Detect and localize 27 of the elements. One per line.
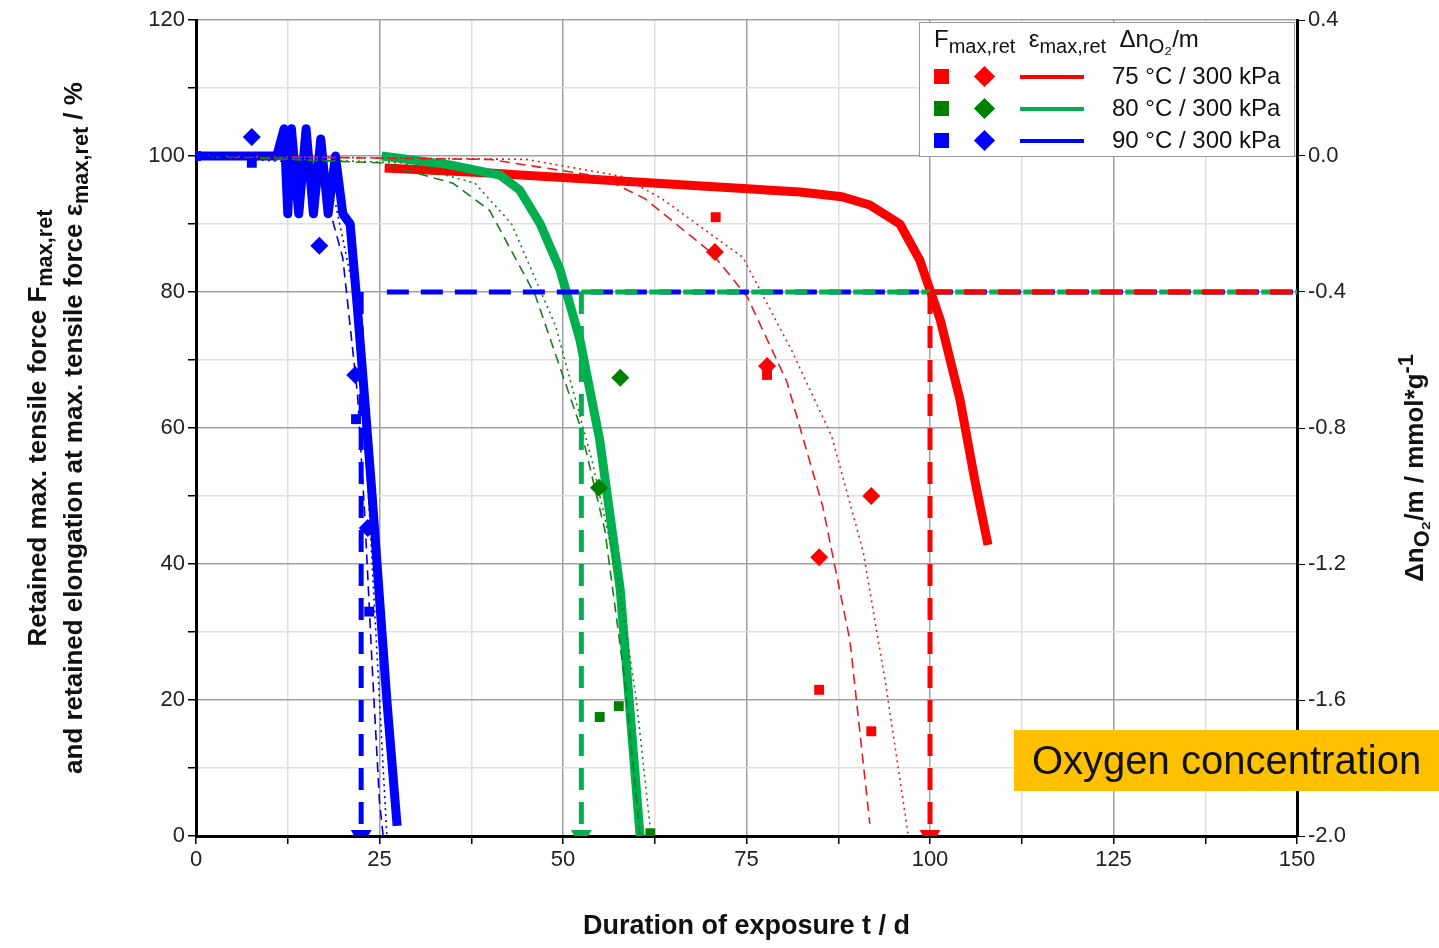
y-tick-label: 120 xyxy=(148,6,185,32)
x-tick-label: 150 xyxy=(1278,846,1316,872)
y-tick-label: 80 xyxy=(160,278,185,304)
y-tick-label: 100 xyxy=(148,142,185,168)
x-axis-title: Duration of exposure t / d xyxy=(583,910,911,941)
legend-label: 90 °C / 300 kPa xyxy=(1111,124,1282,155)
annotation: Oxygen concentration xyxy=(1014,730,1439,791)
y2-tick-label: -0.4 xyxy=(1308,278,1346,304)
y2-tick-label: 0.0 xyxy=(1308,142,1339,168)
x-tick-label: 125 xyxy=(1095,846,1132,872)
y-tick-label: 40 xyxy=(160,550,185,576)
y2-tick-label: -1.6 xyxy=(1308,686,1346,712)
legend-title: F$_{max,ret}$ ε$_{max,ret}$ Δn$_{O₂}$/m xyxy=(933,24,1200,59)
y-tick-label: 20 xyxy=(160,686,185,712)
y2-tick-label: -2.0 xyxy=(1308,822,1346,848)
y2-tick-label: 0.4 xyxy=(1308,6,1339,32)
legend-label: 80 °C / 300 kPa xyxy=(1111,92,1282,123)
y-tick-label: 60 xyxy=(160,414,185,440)
x-tick-label: 25 xyxy=(367,846,392,872)
x-tick-label: 100 xyxy=(911,846,949,872)
x-tick-label: 75 xyxy=(734,846,759,872)
y-tick-label: 0 xyxy=(172,822,185,848)
y2-tick-label: -0.8 xyxy=(1308,414,1346,440)
x-tick-label: 0 xyxy=(189,846,203,872)
legend-label: 75 °C / 300 kPa xyxy=(1111,60,1282,91)
y2-tick-label: -1.2 xyxy=(1308,550,1346,576)
x-tick-label: 50 xyxy=(550,846,576,872)
